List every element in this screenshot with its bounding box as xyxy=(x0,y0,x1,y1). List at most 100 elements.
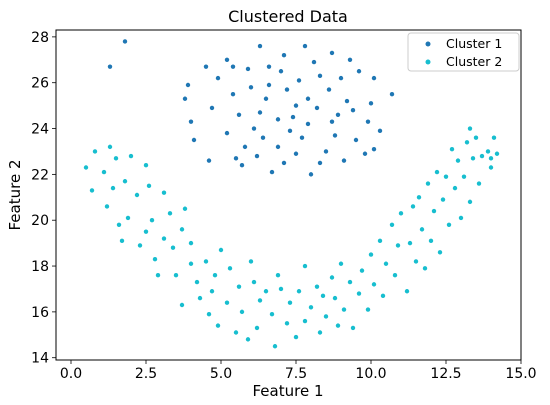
legend-label-cluster-1: Cluster 1 xyxy=(446,36,502,51)
point-cluster-1 xyxy=(317,160,323,166)
point-cluster-2 xyxy=(323,314,329,319)
point-cluster-2 xyxy=(137,243,143,248)
point-cluster-2 xyxy=(143,163,149,168)
point-cluster-2 xyxy=(407,240,413,246)
point-cluster-2 xyxy=(263,289,269,294)
point-cluster-2 xyxy=(461,174,467,179)
point-cluster-2 xyxy=(395,243,401,248)
point-cluster-2 xyxy=(212,273,218,278)
point-cluster-2 xyxy=(152,256,158,262)
y-tick-label: 22 xyxy=(31,167,49,183)
point-cluster-1 xyxy=(257,110,263,115)
x-tick-label: 0.0 xyxy=(60,366,82,382)
point-cluster-2 xyxy=(134,192,140,198)
point-cluster-1 xyxy=(269,169,275,175)
point-cluster-2 xyxy=(257,298,263,303)
point-cluster-2 xyxy=(317,330,323,335)
legend-marker-cluster-1 xyxy=(425,41,431,47)
plot-area xyxy=(55,29,522,361)
point-cluster-2 xyxy=(443,174,449,179)
point-cluster-2 xyxy=(161,190,167,195)
point-cluster-1 xyxy=(236,112,242,117)
point-cluster-2 xyxy=(473,135,479,140)
point-cluster-2 xyxy=(488,156,494,161)
point-cluster-2 xyxy=(167,211,173,216)
point-cluster-2 xyxy=(92,149,98,154)
point-cluster-2 xyxy=(449,146,455,152)
point-cluster-2 xyxy=(296,289,302,294)
point-cluster-2 xyxy=(278,286,284,292)
legend: Cluster 1 Cluster 2 xyxy=(407,32,520,72)
point-cluster-1 xyxy=(230,64,236,69)
point-cluster-2 xyxy=(476,181,482,186)
point-cluster-1 xyxy=(326,87,332,92)
point-cluster-1 xyxy=(350,108,356,113)
y-tick-label: 20 xyxy=(31,213,49,229)
point-cluster-1 xyxy=(257,43,263,49)
point-cluster-2 xyxy=(251,279,257,285)
y-tick-label: 28 xyxy=(31,30,49,46)
point-cluster-2 xyxy=(218,247,224,253)
point-cluster-2 xyxy=(107,144,113,150)
point-cluster-2 xyxy=(359,268,365,273)
point-cluster-2 xyxy=(365,307,371,312)
point-cluster-2 xyxy=(83,165,89,170)
point-cluster-1 xyxy=(296,78,302,83)
point-cluster-1 xyxy=(293,103,299,108)
point-cluster-1 xyxy=(263,96,269,101)
point-cluster-2 xyxy=(227,266,233,271)
point-cluster-1 xyxy=(353,137,359,143)
point-cluster-1 xyxy=(314,105,320,111)
y-tick-label: 14 xyxy=(31,351,49,367)
point-cluster-2 xyxy=(494,151,500,156)
point-cluster-2 xyxy=(302,318,308,324)
point-cluster-2 xyxy=(377,238,383,244)
point-cluster-1 xyxy=(281,53,287,58)
point-cluster-2 xyxy=(113,156,119,161)
point-cluster-1 xyxy=(305,96,311,101)
point-cluster-1 xyxy=(347,57,353,62)
point-cluster-1 xyxy=(242,144,248,150)
point-cluster-1 xyxy=(377,128,383,134)
point-cluster-1 xyxy=(284,87,290,92)
point-cluster-2 xyxy=(434,169,440,175)
point-cluster-2 xyxy=(224,300,230,305)
point-cluster-1 xyxy=(122,39,128,44)
point-cluster-1 xyxy=(224,130,230,136)
legend-box xyxy=(407,32,520,72)
data-points xyxy=(83,39,500,349)
chart-title: Clustered Data xyxy=(228,7,348,26)
point-cluster-1 xyxy=(254,153,260,159)
point-cluster-2 xyxy=(101,169,107,175)
point-cluster-2 xyxy=(419,227,425,232)
point-cluster-2 xyxy=(179,227,185,232)
point-cluster-2 xyxy=(458,215,464,221)
point-cluster-1 xyxy=(281,160,287,166)
point-cluster-1 xyxy=(368,101,374,106)
point-cluster-1 xyxy=(233,156,239,161)
point-cluster-2 xyxy=(170,245,176,250)
point-cluster-2 xyxy=(389,222,395,227)
point-cluster-2 xyxy=(122,179,128,184)
point-cluster-2 xyxy=(479,153,485,159)
x-tick-label: 2.5 xyxy=(135,366,157,382)
y-tick-label: 18 xyxy=(31,259,49,275)
point-cluster-2 xyxy=(347,279,353,285)
point-cluster-2 xyxy=(431,208,437,214)
point-cluster-1 xyxy=(251,126,257,131)
point-cluster-2 xyxy=(380,293,386,299)
point-cluster-1 xyxy=(341,158,347,163)
y-axis: 14 16 18 20 22 24 26 28 xyxy=(31,30,56,367)
point-cluster-2 xyxy=(269,311,275,317)
point-cluster-1 xyxy=(317,73,323,79)
legend-label-cluster-2: Cluster 2 xyxy=(446,54,502,69)
point-cluster-2 xyxy=(275,273,281,278)
y-axis-label: Feature 2 xyxy=(6,160,24,231)
point-cluster-2 xyxy=(452,185,458,191)
point-cluster-2 xyxy=(149,218,155,223)
y-tick-label: 26 xyxy=(31,76,49,92)
point-cluster-2 xyxy=(437,250,443,255)
point-cluster-2 xyxy=(215,323,221,328)
point-cluster-2 xyxy=(455,158,461,163)
point-cluster-2 xyxy=(467,126,473,131)
